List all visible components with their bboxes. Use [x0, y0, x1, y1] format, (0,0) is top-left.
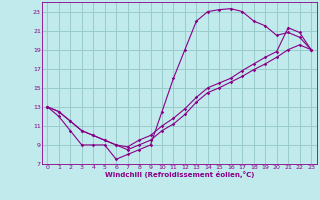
X-axis label: Windchill (Refroidissement éolien,°C): Windchill (Refroidissement éolien,°C): [105, 171, 254, 178]
